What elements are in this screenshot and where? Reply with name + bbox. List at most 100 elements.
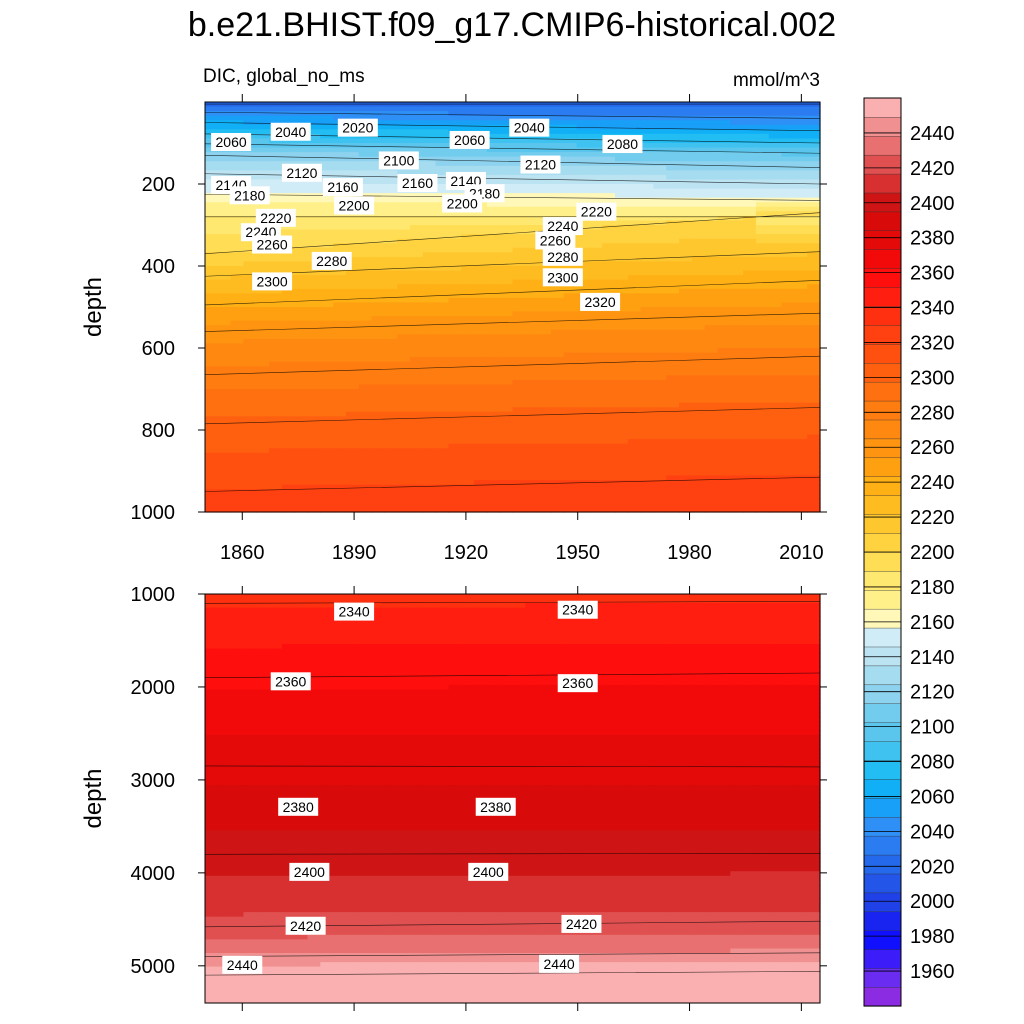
field-cell bbox=[807, 334, 821, 340]
field-cell bbox=[217, 730, 232, 736]
field-cell bbox=[269, 803, 283, 809]
field-cell bbox=[807, 489, 821, 495]
field-cell bbox=[512, 256, 526, 263]
field-cell bbox=[653, 389, 667, 395]
field-cell bbox=[743, 348, 757, 354]
field-cell bbox=[217, 407, 232, 413]
field-cell bbox=[269, 689, 283, 695]
field-cell bbox=[269, 366, 283, 372]
field-cell bbox=[576, 316, 590, 322]
field-cell bbox=[345, 448, 360, 454]
contour-label: 2180 bbox=[234, 187, 265, 203]
field-cell bbox=[281, 643, 296, 650]
field-cell bbox=[525, 106, 539, 112]
field-cell bbox=[768, 452, 783, 458]
field-cell bbox=[666, 461, 680, 468]
field-cell bbox=[499, 475, 514, 481]
field-cell bbox=[602, 184, 616, 190]
field-cell bbox=[358, 307, 373, 313]
field-cell bbox=[269, 115, 283, 121]
field-cell bbox=[576, 402, 590, 408]
field-cell bbox=[679, 279, 693, 285]
field-cell bbox=[653, 452, 667, 458]
field-cell bbox=[499, 461, 514, 468]
field-cell bbox=[294, 320, 309, 326]
field-cell bbox=[281, 343, 296, 349]
field-cell bbox=[653, 393, 667, 399]
field-cell bbox=[512, 156, 526, 162]
field-cell bbox=[538, 147, 552, 153]
field-cell bbox=[294, 311, 309, 317]
field-cell bbox=[269, 916, 283, 922]
field-cell bbox=[269, 953, 283, 959]
field-cell bbox=[691, 434, 706, 440]
field-cell bbox=[345, 370, 360, 376]
field-cell bbox=[448, 425, 462, 431]
field-cell bbox=[576, 247, 590, 253]
field-cell bbox=[666, 247, 680, 253]
field-cell bbox=[205, 784, 219, 791]
field-cell bbox=[256, 639, 270, 645]
field-cell bbox=[576, 352, 590, 358]
field-cell bbox=[345, 357, 360, 363]
field-cell bbox=[333, 461, 347, 468]
field-cell bbox=[666, 502, 680, 509]
field-cell bbox=[538, 416, 552, 422]
field-cell bbox=[525, 147, 539, 153]
field-cell bbox=[269, 407, 283, 413]
field-cell bbox=[768, 416, 783, 422]
field-cell bbox=[256, 780, 270, 786]
field-cell bbox=[499, 316, 514, 322]
field-cell bbox=[691, 461, 706, 468]
field-cell bbox=[499, 138, 514, 144]
field-cell bbox=[243, 771, 257, 777]
field-cell bbox=[538, 434, 552, 440]
field-cell bbox=[717, 229, 731, 235]
field-cell bbox=[281, 297, 296, 304]
field-cell bbox=[384, 352, 398, 358]
field-cell bbox=[281, 147, 296, 153]
field-cell bbox=[653, 152, 667, 158]
field-cell bbox=[691, 197, 706, 203]
field-cell bbox=[205, 193, 219, 199]
field-cell bbox=[269, 193, 283, 199]
field-cell bbox=[512, 266, 526, 272]
field-cell bbox=[474, 334, 488, 340]
field-cell bbox=[743, 361, 757, 367]
field-cell bbox=[615, 193, 629, 199]
field-cell bbox=[755, 466, 770, 472]
field-cell bbox=[640, 215, 655, 222]
field-cell bbox=[768, 156, 783, 162]
field-cell bbox=[512, 316, 526, 322]
field-cell bbox=[781, 229, 795, 235]
field-cell bbox=[615, 307, 629, 313]
field-cell bbox=[794, 120, 808, 126]
field-cell bbox=[358, 489, 373, 495]
field-cell bbox=[410, 471, 424, 477]
field-cell bbox=[256, 707, 270, 713]
field-cell bbox=[205, 880, 219, 886]
field-cell bbox=[461, 261, 475, 267]
field-cell bbox=[217, 384, 232, 390]
field-cell bbox=[653, 348, 667, 354]
field-cell bbox=[269, 984, 283, 990]
field-cell bbox=[576, 425, 590, 431]
field-cell bbox=[563, 102, 578, 108]
field-cell bbox=[563, 443, 578, 449]
field-cell bbox=[615, 480, 629, 486]
field-cell bbox=[602, 461, 616, 468]
field-cell bbox=[333, 411, 347, 417]
field-cell bbox=[627, 389, 642, 395]
field-cell bbox=[205, 653, 219, 659]
field-cell bbox=[691, 225, 706, 231]
field-cell bbox=[307, 348, 321, 354]
field-cell bbox=[422, 352, 437, 358]
field-cell bbox=[397, 288, 411, 294]
field-cell bbox=[230, 725, 245, 731]
field-cell bbox=[615, 402, 629, 408]
field-cell bbox=[730, 266, 744, 272]
field-cell bbox=[602, 129, 616, 135]
field-cell bbox=[256, 493, 270, 499]
field-cell bbox=[281, 471, 296, 477]
field-cell bbox=[384, 420, 398, 427]
